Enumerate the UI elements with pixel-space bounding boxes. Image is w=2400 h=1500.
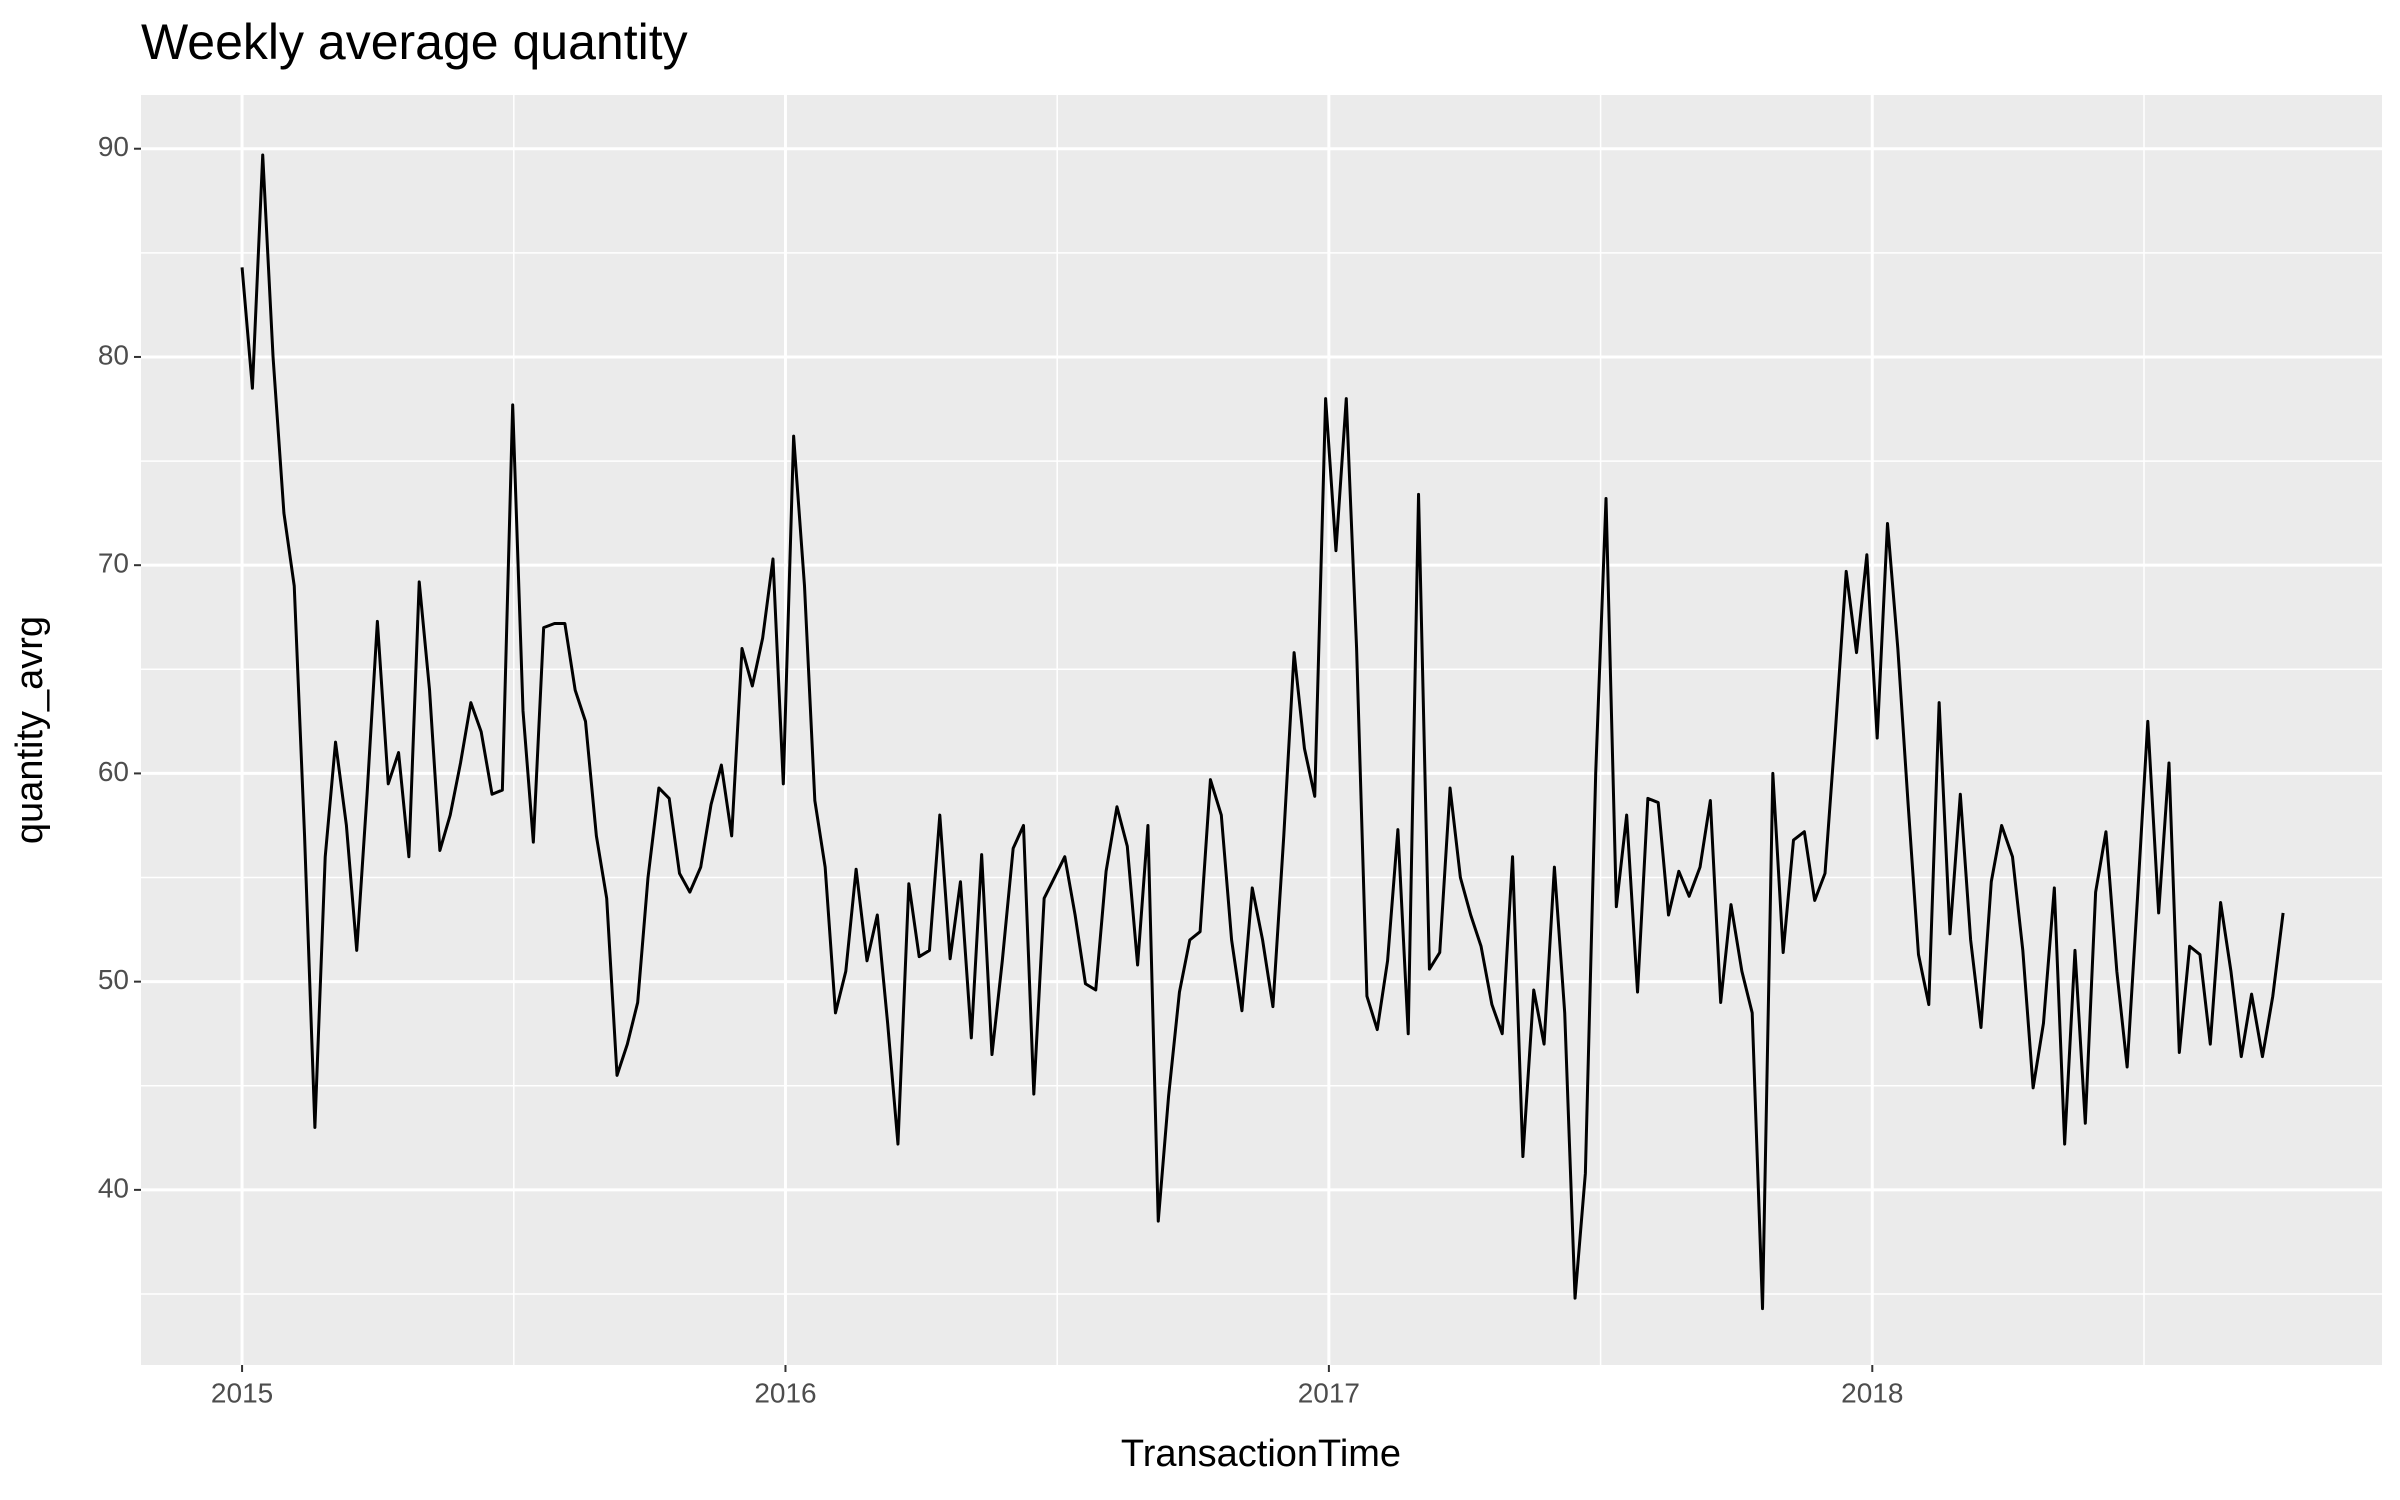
- data-line: [240, 153, 2285, 1311]
- y-tick-label: 40: [98, 1172, 129, 1203]
- x-tick-label: 2016: [754, 1377, 816, 1408]
- x-tick-label: 2017: [1298, 1377, 1360, 1408]
- y-tick-label: 80: [98, 339, 129, 370]
- chart-title: Weekly average quantity: [141, 14, 688, 70]
- y-tick-label: 90: [98, 131, 129, 162]
- plot-background: [141, 95, 2382, 1365]
- y-axis-title: quantity_avrg: [9, 616, 51, 844]
- x-tick-label: 2018: [1841, 1377, 1903, 1408]
- x-tick-label: 2015: [211, 1377, 273, 1408]
- y-tick-label: 70: [98, 548, 129, 579]
- y-tick-label: 60: [98, 756, 129, 787]
- y-tick-label: 50: [98, 964, 129, 995]
- x-axis-title: TransactionTime: [1121, 1433, 1401, 1475]
